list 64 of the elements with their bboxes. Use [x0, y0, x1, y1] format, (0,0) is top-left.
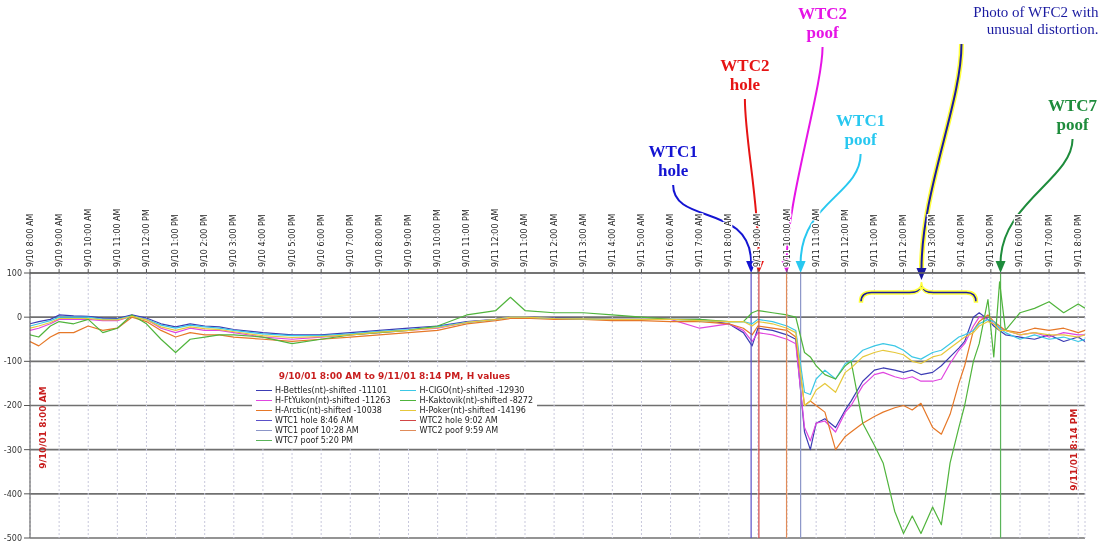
- x-tick-label: 9/10 10:00 PM: [433, 209, 443, 267]
- x-tick-label: 9/10 11:00 AM: [112, 208, 122, 267]
- x-tick-label: 9/11 8:00 PM: [1073, 214, 1083, 267]
- x-tick-label: 9/11 7:00 AM: [695, 213, 705, 267]
- x-tick-label: 9/10 5:00 PM: [287, 214, 297, 267]
- x-tick-label: 9/10 9:00 PM: [404, 214, 414, 267]
- x-tick-label: 9/10 4:00 PM: [258, 214, 268, 267]
- x-tick-label: 9/11 1:00 AM: [520, 213, 530, 267]
- y-tick-label: -200: [3, 401, 22, 411]
- x-tick-label: 9/10 6:00 PM: [316, 214, 326, 267]
- x-tick-label: 9/11 4:00 AM: [607, 213, 617, 267]
- y-tick-label: -300: [3, 445, 22, 455]
- y-tick-label: 100: [6, 268, 22, 278]
- x-tick-label: 9/11 7:00 PM: [1044, 214, 1054, 267]
- y-tick-label: -100: [3, 357, 22, 367]
- x-tick-label: 9/11 12:00 PM: [840, 209, 850, 267]
- x-tick-label: 9/10 10:00 AM: [83, 208, 93, 267]
- legend-label: H-Kaktovik(nt)-shifted -8272: [419, 396, 534, 405]
- annotation: 9/10/01 8:00 AM: [38, 386, 49, 469]
- annotation: 9/11/01 8:14 PM: [1069, 408, 1080, 491]
- legend-label: H-CIGO(nt)-shifted -12930: [419, 386, 525, 395]
- x-tick-label: 9/10 2:00 PM: [200, 214, 210, 267]
- x-tick-label: 9/11 4:00 PM: [957, 214, 967, 267]
- x-tick-label: 9/10 1:00 PM: [171, 214, 181, 267]
- x-tick-label: 9/11 3:00 AM: [578, 213, 588, 267]
- text: Photo of WFC2 with unusual distortion.: [972, 4, 1099, 37]
- x-tick-label: 9/11 2:00 AM: [549, 213, 559, 267]
- legend-label: WTC2 poof 9:59 AM: [419, 426, 499, 435]
- x-tick-label: 9/11 6:00 PM: [1015, 214, 1025, 267]
- y-tick-label: -400: [3, 489, 22, 499]
- x-tick-label: 9/10 9:00 AM: [54, 213, 64, 267]
- x-tick-label: 9/11 10:00 AM: [782, 208, 792, 267]
- text: WTC7 poof: [1047, 96, 1099, 135]
- legend-label: H-Poker(nt)-shifted -14196: [419, 406, 526, 415]
- x-tick-label: 9/11 11:00 AM: [811, 208, 821, 267]
- x-tick-label: 9/10 8:00 PM: [374, 214, 384, 267]
- y-tick-label: 0: [16, 313, 22, 323]
- x-tick-label: 9/11 5:00 PM: [986, 214, 996, 267]
- text: WTC2 hole: [719, 56, 771, 95]
- legend-label: WTC2 hole 9:02 AM: [419, 416, 498, 425]
- x-tick-label: 9/11 5:00 AM: [636, 213, 646, 267]
- text: WTC1 poof: [835, 111, 887, 150]
- x-tick-label: 9/10 8:00 AM: [25, 213, 35, 267]
- legend-label: WTC1 poof 10:28 AM: [275, 426, 359, 435]
- y-tick-label: -500: [3, 533, 22, 542]
- x-tick-label: 9/11 1:00 PM: [869, 214, 879, 267]
- x-tick-label: 9/10 7:00 PM: [345, 214, 355, 267]
- legend-label: H-Bettles(nt)-shifted -11101: [275, 386, 388, 395]
- x-tick-label: 9/11 12:00 AM: [491, 208, 501, 267]
- legend-label: WTC7 poof 5:20 PM: [275, 436, 354, 445]
- legend-label: WTC1 hole 8:46 AM: [275, 416, 354, 425]
- x-tick-label: 9/10 12:00 PM: [141, 209, 151, 267]
- legend-label: H-Arctic(nt)-shifted -10038: [275, 406, 382, 415]
- x-tick-label: 9/11 9:00 AM: [753, 213, 763, 267]
- text: WTC2 poof: [797, 4, 849, 43]
- x-tick-label: 9/11 8:00 AM: [724, 213, 734, 267]
- x-tick-label: 9/11 3:00 PM: [928, 214, 938, 267]
- x-tick-label: 9/10 11:00 PM: [462, 209, 472, 267]
- legend-title: 9/10/01 8:00 AM to 9/11/01 8:14 PM, H values: [277, 371, 512, 381]
- x-tick-label: 9/10 3:00 PM: [229, 214, 239, 267]
- text: WTC1 hole: [647, 142, 699, 181]
- legend-label: H-FtYukon(nt)-shifted -11263: [275, 396, 391, 405]
- x-tick-label: 9/11 2:00 PM: [899, 214, 909, 267]
- x-tick-label: 9/11 6:00 AM: [666, 213, 676, 267]
